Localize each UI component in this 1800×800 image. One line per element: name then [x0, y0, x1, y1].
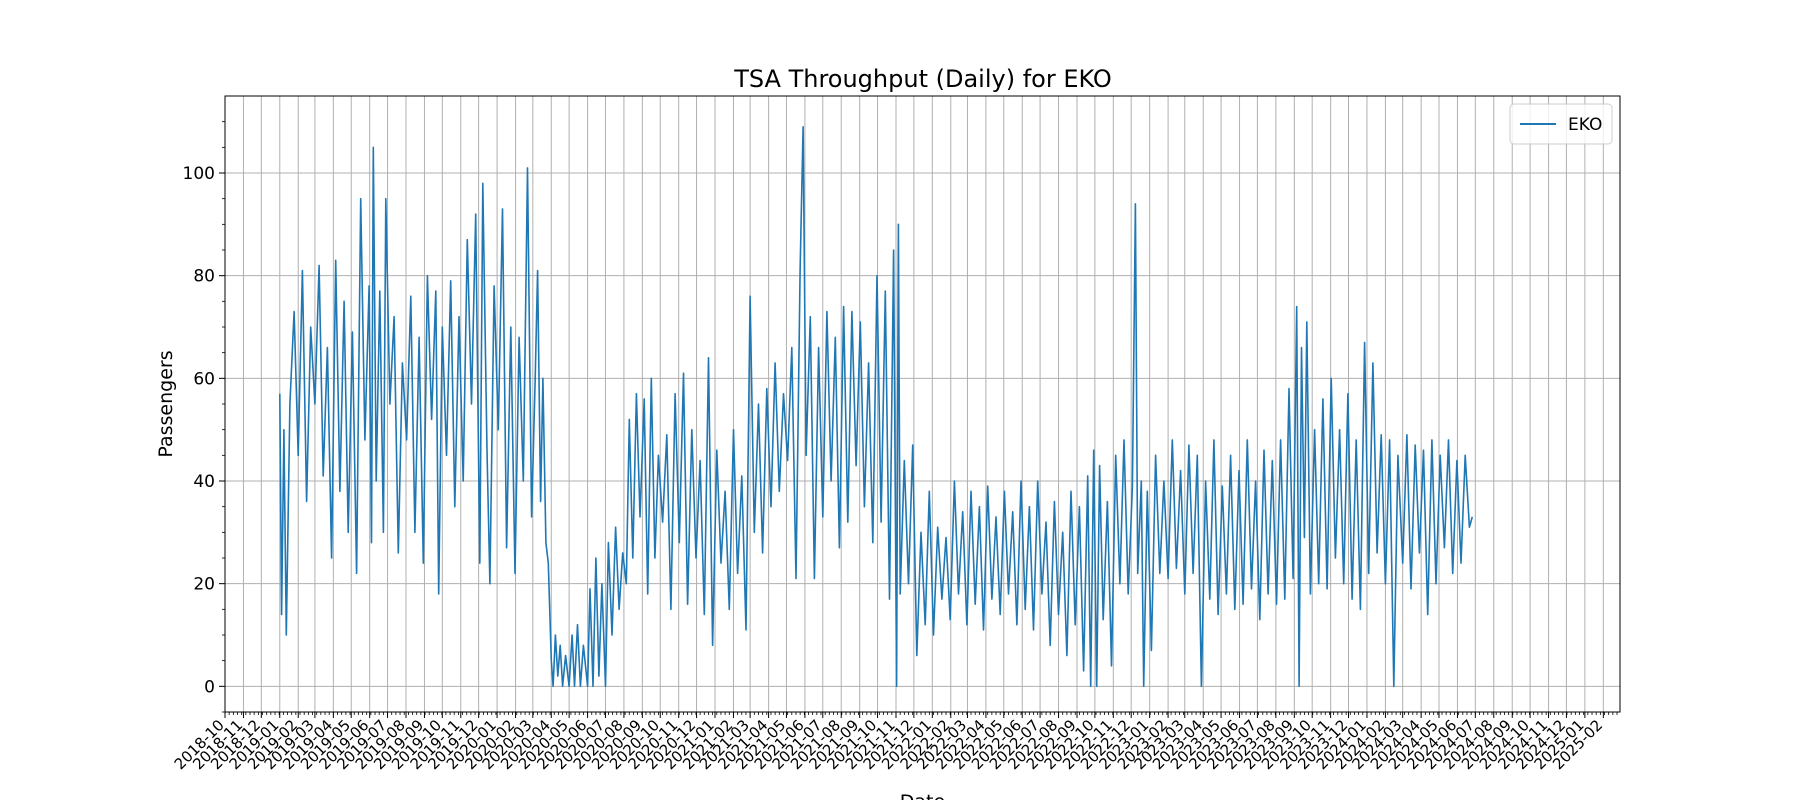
y-tick-label: 80 [193, 267, 215, 287]
y-tick-label: 40 [193, 472, 215, 492]
series-layer [279, 126, 1474, 688]
legend-box [1509, 103, 1613, 145]
x-axis-label: Date [900, 791, 945, 800]
y-tick-label: 60 [193, 369, 215, 389]
series-line-eko [279, 126, 1474, 688]
y-tick-label: 20 [193, 575, 215, 595]
y-tick-label: 0 [204, 677, 215, 697]
x-axis: 2018-102018-112018-122019-012019-022019-… [171, 712, 1618, 773]
y-tick-label: 100 [183, 164, 215, 184]
chart-title: TSA Throughput (Daily) for EKO [733, 65, 1112, 93]
grid [224, 96, 1620, 712]
y-axis: 0 20 40 60 80 100 [183, 121, 225, 713]
legend-label: EKO [1568, 115, 1602, 135]
plot-frame [224, 95, 1621, 713]
y-axis-label: Passengers [155, 350, 177, 457]
legend: EKO [1509, 103, 1613, 145]
